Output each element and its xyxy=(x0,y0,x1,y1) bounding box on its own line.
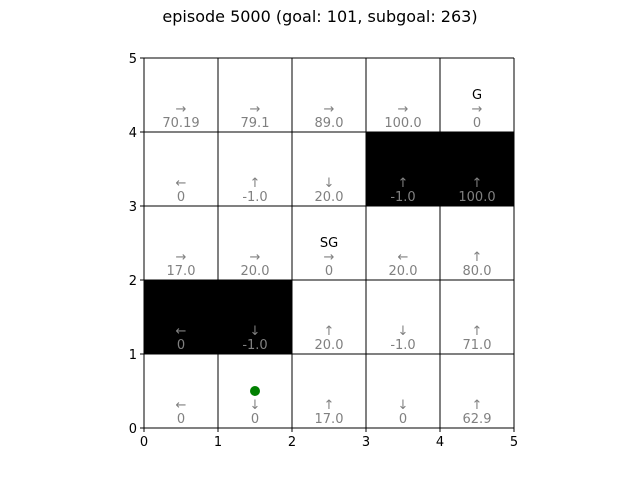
policy-arrow: ↓ xyxy=(398,324,409,339)
q-value: 0 xyxy=(325,264,333,279)
grid-cell xyxy=(218,58,292,132)
q-value: 80.0 xyxy=(463,264,492,279)
grid-cell xyxy=(144,58,218,132)
policy-arrow: ↑ xyxy=(324,324,335,339)
q-value: 17.0 xyxy=(167,264,196,279)
grid-cell xyxy=(366,354,440,428)
cell-label: G xyxy=(472,88,482,103)
grid-cell xyxy=(144,132,218,206)
policy-arrow: ↑ xyxy=(398,176,409,191)
y-tick-label: 0 xyxy=(129,422,137,437)
grid-cell xyxy=(366,206,440,280)
q-value: 17.0 xyxy=(315,412,344,427)
grid-cell xyxy=(292,58,366,132)
cell-label: SG xyxy=(320,236,338,251)
grid-cell xyxy=(366,280,440,354)
q-value: -1.0 xyxy=(390,338,415,353)
y-tick-label: 5 xyxy=(129,52,137,67)
grid-cell xyxy=(366,58,440,132)
q-value: 100.0 xyxy=(384,116,421,131)
grid-cell xyxy=(292,354,366,428)
policy-arrow: → xyxy=(250,250,261,265)
x-tick-label: 1 xyxy=(214,435,222,450)
policy-arrow: ↓ xyxy=(398,398,409,413)
q-value: 20.0 xyxy=(389,264,418,279)
grid-cell xyxy=(440,354,514,428)
x-tick-label: 4 xyxy=(436,435,444,450)
policy-arrow: ← xyxy=(176,176,187,191)
policy-arrow: → xyxy=(398,102,409,117)
policy-arrow: → xyxy=(472,102,483,117)
grid-cell xyxy=(144,206,218,280)
agent-marker xyxy=(250,386,260,396)
q-value: 89.0 xyxy=(315,116,344,131)
episode-title: episode 5000 (goal: 101, subgoal: 263) xyxy=(162,7,478,26)
wall-cell xyxy=(218,280,292,354)
q-value: 70.19 xyxy=(162,116,199,131)
q-value: 20.0 xyxy=(241,264,270,279)
policy-arrow: → xyxy=(176,102,187,117)
grid-cell xyxy=(292,132,366,206)
q-value: 100.0 xyxy=(458,190,495,205)
wall-cell xyxy=(440,132,514,206)
policy-arrow: → xyxy=(324,250,335,265)
policy-arrow: ↓ xyxy=(324,176,335,191)
x-tick-label: 3 xyxy=(362,435,370,450)
x-tick-label: 0 xyxy=(140,435,148,450)
policy-arrow: ↓ xyxy=(250,398,261,413)
policy-arrow: ↑ xyxy=(472,398,483,413)
grid-cell xyxy=(218,206,292,280)
grid-cell xyxy=(218,132,292,206)
policy-arrow: ↑ xyxy=(472,250,483,265)
q-value: 20.0 xyxy=(315,338,344,353)
q-value: 0 xyxy=(251,412,259,427)
grid-cell xyxy=(440,206,514,280)
grid-cell xyxy=(440,58,514,132)
policy-arrow: ↑ xyxy=(324,398,335,413)
wall-cell xyxy=(144,280,218,354)
q-value: 0 xyxy=(177,190,185,205)
policy-arrow: ← xyxy=(176,324,187,339)
q-value: -1.0 xyxy=(242,338,267,353)
y-tick-label: 3 xyxy=(129,200,137,215)
q-value: 0 xyxy=(473,116,481,131)
wall-cell xyxy=(366,132,440,206)
policy-arrow: ← xyxy=(398,250,409,265)
policy-arrow: ↓ xyxy=(250,324,261,339)
policy-arrow: ↑ xyxy=(472,176,483,191)
y-tick-label: 4 xyxy=(129,126,137,141)
q-value: 20.0 xyxy=(315,190,344,205)
grid-cell xyxy=(440,280,514,354)
policy-arrow: ← xyxy=(176,398,187,413)
policy-arrow: → xyxy=(250,102,261,117)
q-value: 71.0 xyxy=(463,338,492,353)
policy-arrow: ↑ xyxy=(250,176,261,191)
grid-cell xyxy=(292,280,366,354)
policy-arrow: → xyxy=(324,102,335,117)
grid-cell xyxy=(292,206,366,280)
x-tick-label: 2 xyxy=(288,435,296,450)
q-value: 0 xyxy=(177,412,185,427)
q-value: 0 xyxy=(399,412,407,427)
y-tick-label: 1 xyxy=(129,348,137,363)
q-value: 79.1 xyxy=(241,116,270,131)
x-tick-label: 5 xyxy=(510,435,518,450)
policy-arrow: ↑ xyxy=(472,324,483,339)
q-value: 0 xyxy=(177,338,185,353)
policy-arrow: → xyxy=(176,250,187,265)
q-value: 62.9 xyxy=(463,412,492,427)
q-value: -1.0 xyxy=(390,190,415,205)
q-value: -1.0 xyxy=(242,190,267,205)
y-tick-label: 2 xyxy=(129,274,137,289)
grid-cell xyxy=(144,354,218,428)
